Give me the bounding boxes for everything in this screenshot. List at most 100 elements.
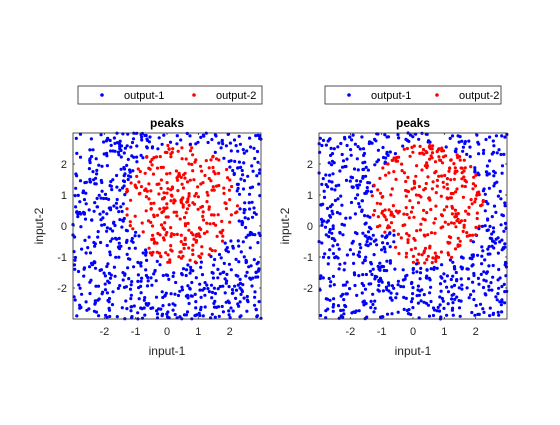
point-output-1 [226,132,230,136]
point-output-2 [196,185,200,189]
point-output-2 [396,232,400,236]
point-output-1 [113,141,117,145]
point-output-2 [162,238,166,242]
point-output-2 [155,166,160,170]
point-output-1 [73,298,77,302]
point-output-1 [115,237,119,241]
point-output-2 [452,162,456,166]
point-output-2 [223,201,227,205]
point-output-1 [483,258,487,262]
point-output-2 [158,207,162,211]
point-output-1 [323,225,328,229]
point-output-1 [119,205,123,209]
point-output-2 [455,153,459,157]
point-output-1 [240,168,244,173]
point-output-1 [225,246,229,250]
point-output-1 [331,274,335,278]
point-output-2 [387,208,391,212]
point-output-2 [479,204,483,208]
point-output-1 [252,146,256,150]
legend-label: output-1 [371,90,411,102]
point-output-1 [250,164,254,168]
point-output-1 [119,167,123,171]
point-output-1 [235,189,239,193]
point-output-2 [149,201,153,206]
point-output-1 [492,169,496,173]
point-output-1 [340,203,344,207]
point-output-1 [383,160,387,164]
point-output-1 [239,177,243,181]
point-output-2 [381,209,385,213]
point-output-1 [213,315,217,319]
point-output-1 [363,214,367,218]
point-output-1 [97,314,101,318]
point-output-1 [121,271,125,275]
point-output-1 [229,268,233,272]
point-output-1 [105,151,109,155]
point-output-2 [159,186,163,190]
point-output-2 [442,208,446,212]
point-output-1 [349,148,353,152]
point-output-1 [383,133,387,137]
point-output-1 [450,308,454,312]
point-output-2 [423,186,427,191]
point-output-2 [412,186,417,190]
point-output-1 [504,265,508,269]
point-output-2 [191,201,195,205]
point-output-1 [238,277,242,281]
point-output-2 [134,186,139,190]
point-output-1 [454,270,458,275]
point-output-1 [213,257,217,262]
point-output-1 [326,307,330,311]
point-output-1 [341,308,345,312]
point-output-1 [96,284,101,288]
point-output-1 [373,163,377,167]
point-output-1 [97,297,101,301]
point-output-1 [77,283,81,287]
point-output-1 [320,182,324,186]
point-output-1 [386,135,391,139]
point-output-2 [138,169,142,174]
point-output-2 [450,204,454,209]
point-output-2 [404,251,409,255]
x-tick-label: -2 [345,326,355,338]
x-tick-label: -1 [131,326,141,338]
point-output-1 [416,288,420,292]
point-output-2 [211,155,215,159]
point-output-1 [345,253,349,257]
point-output-2 [184,157,188,161]
point-output-1 [360,208,364,212]
legend-label: output-2 [459,90,499,102]
point-output-1 [78,179,83,183]
point-output-1 [431,313,436,318]
point-output-2 [227,188,232,192]
point-output-1 [477,227,481,231]
point-output-1 [461,145,465,149]
point-output-1 [200,273,205,277]
point-output-1 [478,302,483,306]
point-output-1 [388,296,392,300]
point-output-1 [465,286,469,290]
point-output-1 [103,288,108,292]
point-output-1 [213,150,217,154]
point-output-1 [78,286,82,290]
point-output-1 [234,288,239,292]
point-output-1 [392,240,396,244]
point-output-2 [208,222,212,226]
point-output-1 [205,283,209,287]
point-output-1 [470,310,474,315]
point-output-2 [463,178,467,182]
point-output-1 [350,241,354,245]
point-output-1 [409,300,414,304]
point-output-1 [84,180,88,184]
point-output-1 [366,230,371,234]
point-output-2 [169,193,173,197]
point-output-2 [191,248,195,252]
x-tick-label: 1 [441,326,447,338]
point-output-1 [236,149,240,153]
point-output-2 [462,169,466,173]
point-output-2 [193,160,197,164]
point-output-1 [363,287,368,291]
point-output-1 [318,136,322,140]
